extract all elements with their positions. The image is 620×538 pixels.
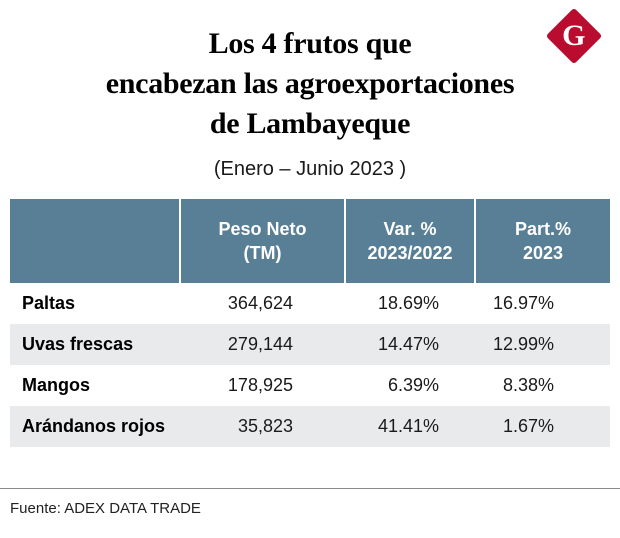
source-footer: Fuente: ADEX DATA TRADE xyxy=(0,488,620,517)
header-part-pct-line1: Part.% xyxy=(514,219,572,239)
row-part-pct: 1.67% xyxy=(502,416,554,436)
page-title: Los 4 frutos que encabezan las agroexpor… xyxy=(0,0,620,144)
row-var-pct: 6.39% xyxy=(387,375,439,395)
row-label: Arándanos rojos xyxy=(22,416,166,436)
header-part-pct-line2: 2023 xyxy=(522,243,564,263)
row-peso-neto: 279,144 xyxy=(227,334,293,354)
row-part-pct: 8.38% xyxy=(502,375,554,395)
table-header-row: Peso Neto (TM) Var. % 2023/2022 Part.% 2… xyxy=(10,199,610,283)
row-label: Uvas frescas xyxy=(22,334,134,354)
header-part-pct: Part.% 2023 xyxy=(474,199,610,283)
agro-exports-table: Peso Neto (TM) Var. % 2023/2022 Part.% 2… xyxy=(10,199,610,447)
row-part-pct: 12.99% xyxy=(492,334,554,354)
table-row: Mangos 178,925 6.39% 8.38% xyxy=(10,365,610,406)
title-line-1: Los 4 frutos que xyxy=(208,27,412,60)
table-row: Arándanos rojos 35,823 41.41% 1.67% xyxy=(10,406,610,447)
header-peso-neto-line1: Peso Neto xyxy=(218,219,307,239)
row-var-pct: 18.69% xyxy=(377,293,439,313)
source-text: Fuente: ADEX DATA TRADE xyxy=(10,500,201,517)
row-label: Mangos xyxy=(22,375,91,395)
header-peso-neto: Peso Neto (TM) xyxy=(179,199,345,283)
logo-letter: G xyxy=(562,19,586,52)
row-peso-neto: 364,624 xyxy=(227,293,293,313)
header-var-pct-line2: 2023/2022 xyxy=(367,243,453,263)
table-row: Uvas frescas 279,144 14.47% 12.99% xyxy=(10,324,610,365)
page-subtitle: (Enero – Junio 2023 ) xyxy=(213,158,407,180)
row-label: Paltas xyxy=(22,293,76,313)
header-peso-neto-line2: (TM) xyxy=(243,243,282,263)
header-var-pct: Var. % 2023/2022 xyxy=(344,199,475,283)
row-part-pct: 16.97% xyxy=(492,293,554,313)
title-line-3: de Lambayeque xyxy=(209,107,411,140)
row-peso-neto: 178,925 xyxy=(227,375,293,395)
title-line-2: encabezan las agroexportaciones xyxy=(105,67,515,100)
header-var-pct-line1: Var. % xyxy=(383,219,437,239)
header-empty-cell xyxy=(10,199,180,283)
row-peso-neto: 35,823 xyxy=(237,416,293,436)
table-row: Paltas 364,624 18.69% 16.97% xyxy=(10,283,610,324)
row-var-pct: 41.41% xyxy=(377,416,439,436)
row-var-pct: 14.47% xyxy=(377,334,439,354)
